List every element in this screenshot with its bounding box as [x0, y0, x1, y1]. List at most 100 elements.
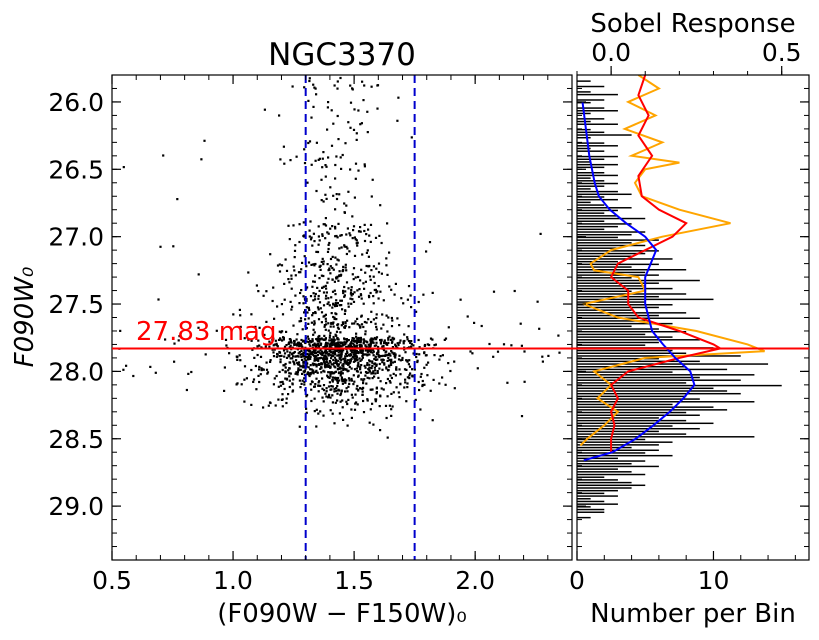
star-point	[429, 337, 433, 340]
star-point	[273, 377, 276, 380]
star-point	[417, 380, 420, 384]
star-point	[283, 298, 286, 301]
star-point	[290, 287, 293, 290]
star-point	[320, 311, 324, 314]
star-point	[322, 414, 325, 417]
cmd-x-tick-label: 1.5	[334, 566, 374, 595]
star-point	[345, 245, 348, 248]
star-point	[398, 354, 401, 357]
star-point	[344, 390, 347, 393]
star-point	[345, 379, 348, 382]
star-point	[355, 335, 358, 338]
star-point	[311, 338, 314, 341]
star-point	[348, 232, 351, 235]
star-point	[243, 400, 246, 403]
star-point	[341, 380, 344, 383]
star-point	[406, 336, 409, 339]
star-point	[415, 352, 418, 356]
lf-bar	[577, 163, 618, 166]
star-point	[327, 322, 330, 325]
star-point	[403, 386, 406, 389]
lf-bar	[577, 344, 646, 346]
star-point	[263, 333, 266, 336]
star-point	[322, 346, 325, 349]
star-point	[307, 317, 310, 320]
star-point	[394, 374, 397, 377]
star-point	[277, 338, 281, 341]
star-point	[313, 86, 316, 89]
lf-bar	[577, 252, 646, 255]
cmd-y-tick-label: 26.0	[48, 88, 104, 117]
star-point	[386, 359, 389, 362]
star-point	[283, 355, 286, 358]
star-point	[320, 366, 323, 369]
star-point	[308, 308, 311, 311]
star-point	[320, 178, 323, 181]
star-point	[352, 229, 355, 232]
star-point	[302, 355, 305, 358]
star-point	[343, 285, 346, 289]
star-point	[280, 303, 283, 306]
cmd-x-tick-label: 2.0	[455, 566, 495, 595]
star-point	[275, 344, 278, 347]
lf-bar	[577, 242, 632, 244]
star-point	[223, 366, 226, 369]
star-point	[239, 359, 242, 362]
star-point	[366, 110, 369, 113]
star-point	[359, 351, 362, 354]
star-point	[279, 361, 282, 364]
star-point	[324, 366, 327, 369]
star-point	[328, 371, 332, 374]
star-point	[388, 359, 391, 362]
lf-bar	[577, 341, 659, 344]
lf-bar	[577, 212, 605, 214]
star-point	[346, 370, 349, 373]
star-point	[285, 378, 288, 381]
star-point	[364, 280, 367, 283]
star-point	[336, 236, 339, 239]
star-point	[364, 333, 367, 336]
star-point	[391, 351, 394, 354]
star-point	[361, 352, 364, 355]
star-point	[339, 299, 342, 302]
star-point	[353, 291, 356, 294]
star-point	[321, 352, 324, 355]
star-point	[375, 325, 378, 328]
star-point	[418, 353, 421, 356]
star-point	[245, 377, 248, 380]
star-point	[352, 353, 355, 356]
star-point	[352, 128, 356, 131]
star-point	[309, 357, 312, 360]
star-point	[355, 370, 359, 373]
star-point	[321, 233, 324, 236]
star-point	[173, 342, 176, 345]
star-point	[309, 352, 312, 355]
star-point	[397, 343, 400, 346]
star-point	[319, 307, 322, 310]
star-point	[295, 155, 298, 158]
star-point	[277, 398, 280, 401]
star-point	[313, 331, 316, 334]
star-point	[547, 354, 550, 357]
star-point	[378, 362, 381, 366]
star-point	[492, 355, 495, 358]
star-point	[298, 425, 301, 428]
star-point	[324, 193, 327, 196]
star-point	[327, 232, 330, 235]
star-point	[401, 356, 404, 360]
star-point	[305, 407, 308, 410]
star-point	[317, 294, 320, 298]
star-point	[438, 382, 441, 385]
star-point	[326, 250, 330, 253]
star-point	[432, 378, 435, 381]
star-point	[342, 291, 345, 295]
star-point	[312, 372, 315, 375]
star-point	[284, 377, 287, 380]
lf-bar	[577, 384, 782, 387]
star-point	[353, 322, 356, 325]
star-point	[385, 343, 388, 346]
star-point	[395, 368, 398, 371]
star-point	[359, 366, 362, 369]
star-point	[347, 344, 350, 347]
star-point	[412, 344, 415, 347]
